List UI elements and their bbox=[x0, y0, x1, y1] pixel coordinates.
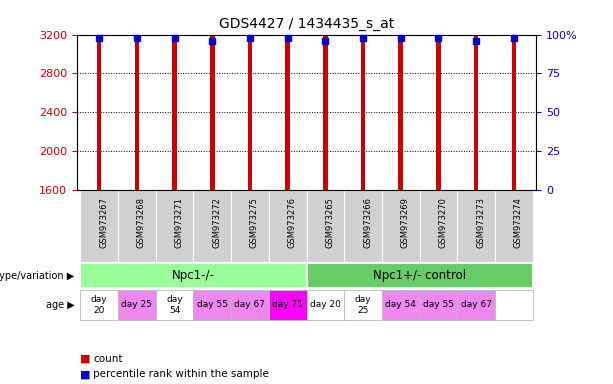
Text: Npc1-/-: Npc1-/- bbox=[172, 269, 215, 282]
Bar bbox=[436, 0, 441, 190]
Bar bbox=[172, 0, 177, 190]
Bar bbox=[495, 190, 533, 262]
Text: day
25: day 25 bbox=[355, 295, 371, 314]
Text: GSM973267: GSM973267 bbox=[99, 197, 109, 248]
Text: GSM973268: GSM973268 bbox=[137, 197, 146, 248]
Text: GSM973274: GSM973274 bbox=[514, 197, 523, 248]
Bar bbox=[419, 290, 457, 320]
Text: GSM973269: GSM973269 bbox=[401, 197, 409, 248]
Bar bbox=[156, 190, 194, 262]
Bar bbox=[286, 0, 290, 190]
Bar bbox=[156, 290, 194, 320]
Bar bbox=[194, 290, 231, 320]
Text: day 67: day 67 bbox=[235, 300, 265, 310]
Text: ■: ■ bbox=[80, 354, 90, 364]
Text: GSM973271: GSM973271 bbox=[175, 197, 184, 248]
Text: day 55: day 55 bbox=[197, 300, 228, 310]
Text: age ▶: age ▶ bbox=[45, 300, 74, 310]
Bar bbox=[474, 0, 478, 190]
Text: day
54: day 54 bbox=[166, 295, 183, 314]
Bar bbox=[231, 290, 269, 320]
Text: genotype/variation ▶: genotype/variation ▶ bbox=[0, 271, 74, 281]
Text: day 20: day 20 bbox=[310, 300, 341, 310]
Bar bbox=[306, 263, 533, 288]
Bar bbox=[511, 0, 516, 190]
Text: GSM973275: GSM973275 bbox=[250, 197, 259, 248]
Bar bbox=[118, 290, 156, 320]
Bar bbox=[419, 190, 457, 262]
Bar bbox=[269, 290, 306, 320]
Text: GSM973265: GSM973265 bbox=[326, 197, 334, 248]
Text: day 67: day 67 bbox=[460, 300, 492, 310]
Bar bbox=[398, 0, 403, 190]
Bar bbox=[135, 0, 139, 190]
Bar bbox=[344, 190, 382, 262]
Bar bbox=[323, 0, 327, 190]
Text: day 54: day 54 bbox=[386, 300, 416, 310]
Bar bbox=[231, 190, 269, 262]
Bar bbox=[210, 20, 215, 190]
Text: Npc1+/- control: Npc1+/- control bbox=[373, 269, 466, 282]
Bar bbox=[118, 190, 156, 262]
Bar bbox=[269, 190, 306, 262]
Bar bbox=[306, 190, 344, 262]
Bar bbox=[457, 290, 495, 320]
Bar bbox=[382, 190, 419, 262]
Text: GSM973270: GSM973270 bbox=[438, 197, 447, 248]
Text: count: count bbox=[93, 354, 123, 364]
Bar bbox=[344, 290, 382, 320]
Title: GDS4427 / 1434435_s_at: GDS4427 / 1434435_s_at bbox=[219, 17, 394, 31]
Bar bbox=[248, 0, 252, 190]
Text: GSM973266: GSM973266 bbox=[363, 197, 372, 248]
Text: day 25: day 25 bbox=[121, 300, 153, 310]
Bar bbox=[194, 190, 231, 262]
Bar bbox=[457, 190, 495, 262]
Text: day
20: day 20 bbox=[91, 295, 107, 314]
Text: day 55: day 55 bbox=[423, 300, 454, 310]
Bar bbox=[306, 290, 344, 320]
Bar bbox=[80, 190, 118, 262]
Bar bbox=[80, 263, 306, 288]
Bar bbox=[361, 0, 365, 190]
Bar bbox=[80, 290, 118, 320]
Text: percentile rank within the sample: percentile rank within the sample bbox=[93, 369, 269, 379]
Text: GSM973272: GSM973272 bbox=[212, 197, 221, 248]
Text: GSM973276: GSM973276 bbox=[287, 197, 297, 248]
Bar bbox=[495, 290, 533, 320]
Bar bbox=[97, 0, 102, 190]
Bar bbox=[382, 290, 419, 320]
Text: day 71: day 71 bbox=[272, 300, 303, 310]
Text: GSM973273: GSM973273 bbox=[476, 197, 485, 248]
Text: ■: ■ bbox=[80, 369, 90, 379]
